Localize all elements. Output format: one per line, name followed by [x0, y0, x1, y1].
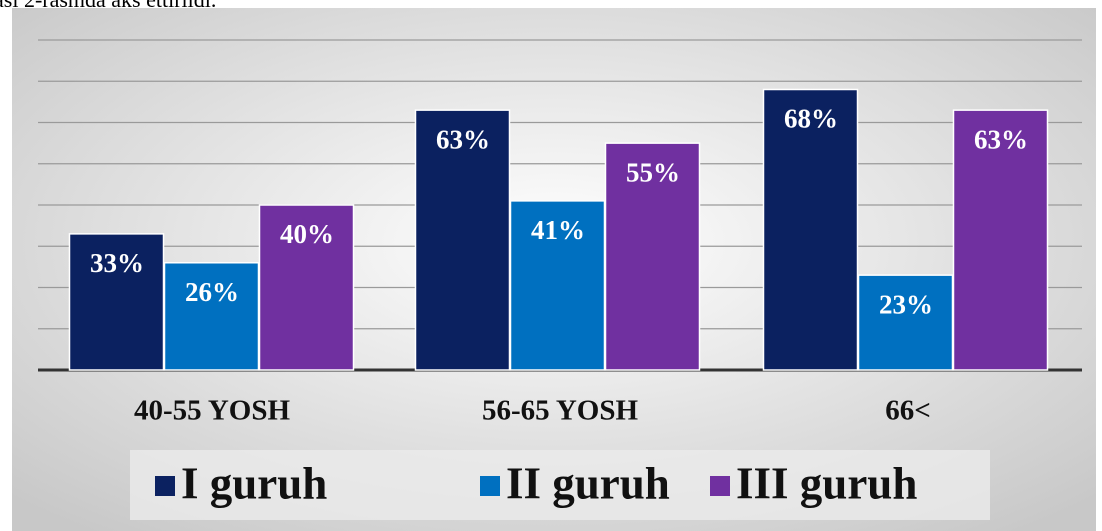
data-label: 41%: [531, 215, 585, 245]
x-tick-label: 66<: [885, 395, 931, 427]
bar: [509, 200, 606, 371]
data-label: 40%: [280, 219, 334, 249]
legend-label: II guruh: [506, 458, 670, 508]
legend-swatch: [480, 476, 500, 496]
data-label: 26%: [185, 277, 239, 307]
data-label: 23%: [879, 289, 933, 319]
bar: [414, 109, 511, 371]
legend-label: III guruh: [736, 458, 917, 508]
bar: [163, 262, 260, 371]
data-label: 68%: [784, 104, 838, 134]
x-tick-label: 40-55 YOSH: [134, 395, 290, 427]
bar: [857, 274, 954, 371]
legend-label: I guruh: [181, 458, 327, 508]
data-label: 63%: [436, 124, 490, 154]
bar: [762, 88, 859, 371]
x-tick-label: 56-65 YOSH: [482, 395, 638, 427]
bar: [952, 109, 1049, 371]
data-label: 33%: [90, 248, 144, 278]
legend-swatch: [155, 476, 175, 496]
legend-box: [130, 450, 990, 520]
bar: [258, 204, 355, 371]
data-label: 63%: [974, 124, 1028, 154]
data-label: 55%: [626, 157, 680, 187]
bar: [604, 142, 701, 371]
legend-swatch: [710, 476, 730, 496]
bar: [68, 233, 165, 371]
